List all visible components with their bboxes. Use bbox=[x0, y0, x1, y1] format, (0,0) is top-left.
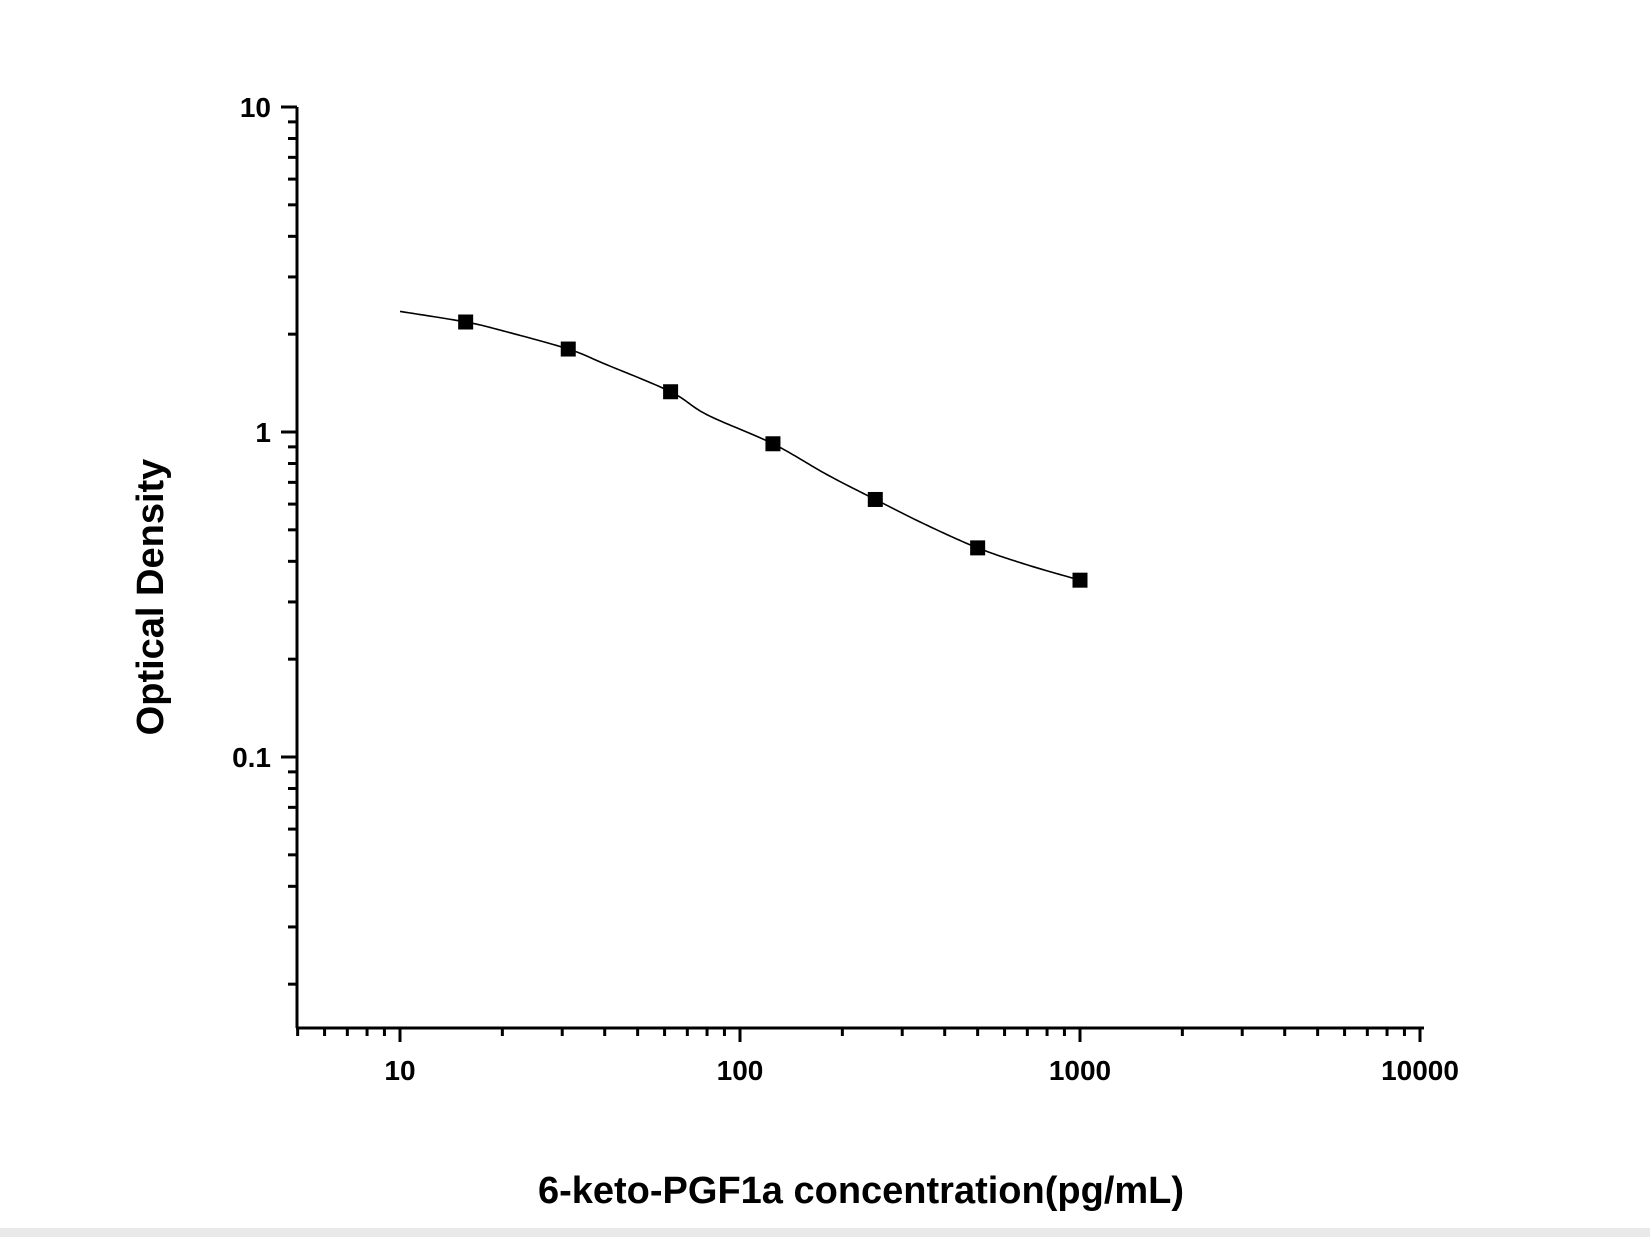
y-tick-label: 0.1 bbox=[232, 742, 271, 773]
data-point-marker bbox=[458, 314, 474, 330]
bottom-border-strip bbox=[0, 1228, 1650, 1237]
x-axis-title: 6-keto-PGF1a concentration(pg/mL) bbox=[538, 1170, 1184, 1212]
x-tick-label: 10000 bbox=[1381, 1055, 1459, 1086]
x-tick-labels: 10 100 1000 10000 bbox=[384, 1055, 1459, 1086]
y-axis-title: Optical Density bbox=[130, 459, 172, 736]
y-tick-label: 1 bbox=[255, 417, 271, 448]
x-tick-label: 10 bbox=[384, 1055, 415, 1086]
data-markers bbox=[458, 314, 1088, 588]
data-point-marker bbox=[1072, 572, 1088, 588]
y-ticks bbox=[281, 105, 297, 986]
data-point-marker bbox=[970, 540, 986, 556]
x-ticks bbox=[296, 1028, 1422, 1042]
data-point-marker bbox=[663, 384, 679, 400]
data-point-marker bbox=[867, 491, 883, 507]
data-point-marker bbox=[560, 341, 576, 357]
x-tick-label: 1000 bbox=[1049, 1055, 1111, 1086]
y-tick-label: 10 bbox=[240, 92, 271, 123]
x-tick-label: 100 bbox=[717, 1055, 764, 1086]
y-tick-labels: 0.1 1 10 bbox=[232, 92, 271, 773]
fit-curve-line bbox=[399, 310, 1081, 581]
axes bbox=[295, 107, 1424, 1030]
data-point-marker bbox=[765, 436, 781, 452]
